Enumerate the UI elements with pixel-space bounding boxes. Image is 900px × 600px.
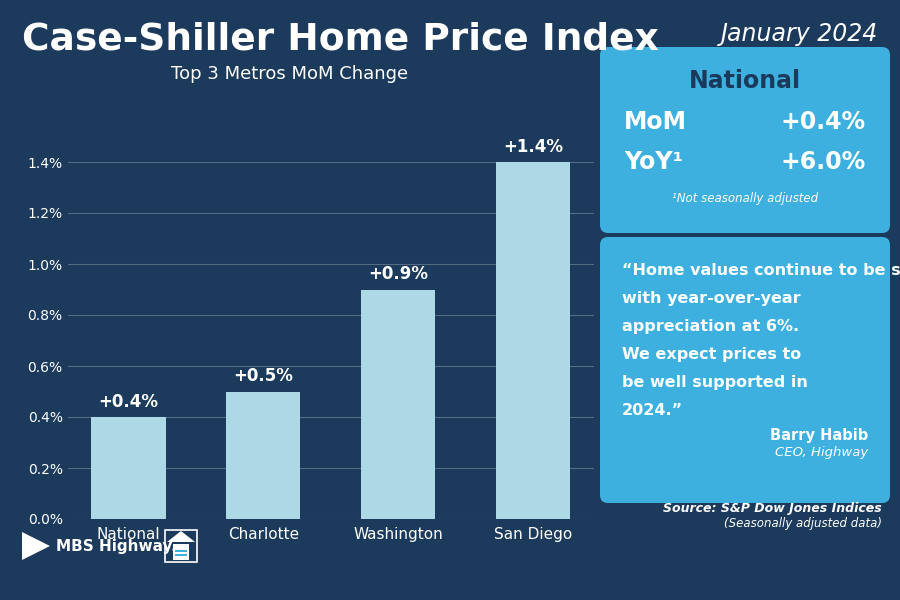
Text: +0.4%: +0.4% (781, 110, 866, 134)
Text: +0.4%: +0.4% (98, 392, 158, 410)
Bar (92, 417, 166, 519)
Text: “Home values continue to be strong: “Home values continue to be strong (622, 263, 900, 278)
Polygon shape (22, 532, 50, 560)
Polygon shape (167, 531, 195, 542)
Text: Barry Habib: Barry Habib (770, 428, 868, 443)
Text: MBS Highway.: MBS Highway. (56, 539, 176, 553)
Text: +1.4%: +1.4% (503, 137, 563, 155)
Bar (496, 162, 570, 519)
Text: be well supported in: be well supported in (622, 375, 808, 390)
Text: Source: S&P Dow Jones Indices: Source: S&P Dow Jones Indices (663, 502, 882, 515)
Text: +0.5%: +0.5% (233, 367, 293, 385)
Bar (226, 391, 301, 519)
Text: +6.0%: +6.0% (781, 150, 866, 174)
Text: Top 3 Metros MoM Change: Top 3 Metros MoM Change (171, 65, 409, 83)
Bar (361, 289, 436, 519)
Text: ¹Not seasonally adjusted: ¹Not seasonally adjusted (672, 192, 818, 205)
Text: Case-Shiller Home Price Index: Case-Shiller Home Price Index (22, 22, 659, 58)
Text: National: National (688, 69, 801, 93)
Text: MoM: MoM (624, 110, 687, 134)
FancyBboxPatch shape (600, 47, 890, 233)
Text: 2024.”: 2024.” (622, 403, 683, 418)
Text: +0.9%: +0.9% (368, 265, 428, 283)
Text: YoY¹: YoY¹ (624, 150, 683, 174)
Text: CEO, Highway: CEO, Highway (775, 446, 868, 459)
FancyBboxPatch shape (600, 237, 890, 503)
Text: We expect prices to: We expect prices to (622, 347, 801, 362)
Text: (Seasonally adjusted data): (Seasonally adjusted data) (724, 517, 882, 530)
Text: appreciation at 6%.: appreciation at 6%. (622, 319, 799, 334)
Text: with year-over-year: with year-over-year (622, 291, 801, 306)
Bar (175, 550, 187, 552)
Text: January 2024: January 2024 (721, 22, 878, 46)
Bar (173, 544, 189, 560)
Bar (175, 554, 187, 556)
